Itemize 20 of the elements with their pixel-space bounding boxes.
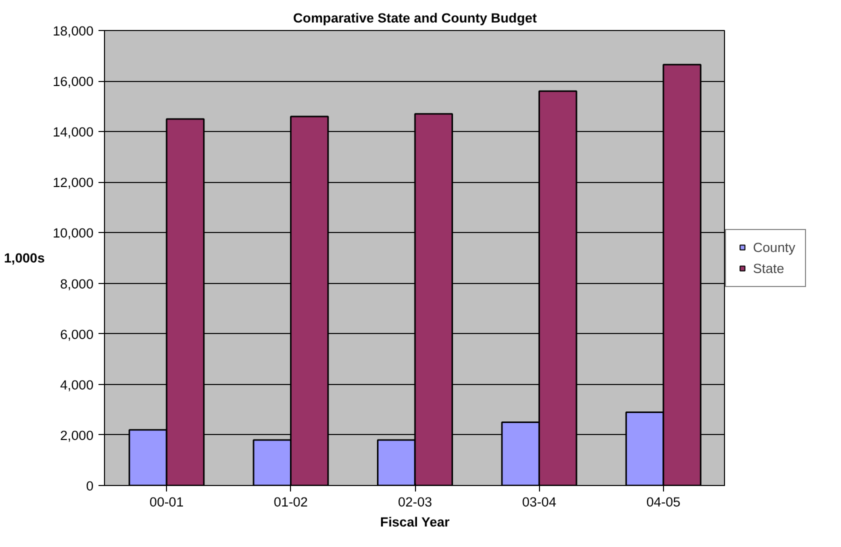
legend-label: State	[753, 260, 784, 276]
y-tick-label: 16,000	[52, 74, 94, 90]
chart-title: Comparative State and County Budget	[293, 10, 538, 26]
x-tick-label: 03-04	[522, 494, 557, 510]
y-tick-label: 0	[86, 478, 94, 494]
y-tick-label: 10,000	[52, 226, 94, 241]
y-axis-title: 1,000s	[4, 250, 45, 266]
y-tick-label: 14,000	[52, 124, 94, 140]
x-tick-label: 00-01	[150, 494, 184, 510]
y-tick-label: 2,000	[60, 428, 94, 443]
y-tick-label: 6,000	[60, 326, 94, 342]
legend-label: County	[753, 240, 796, 254]
x-tick-label: 04-05	[646, 494, 680, 510]
x-axis-title: Fiscal Year	[380, 514, 450, 530]
x-tick-label: 01-02	[274, 494, 308, 510]
y-tick-label: 12,000	[52, 175, 94, 190]
y-tick-label: 8,000	[60, 276, 94, 292]
y-tick-label: 18,000	[52, 24, 94, 38]
y-tick-label: 4,000	[60, 377, 94, 392]
x-tick-label: 02-03	[398, 494, 432, 510]
